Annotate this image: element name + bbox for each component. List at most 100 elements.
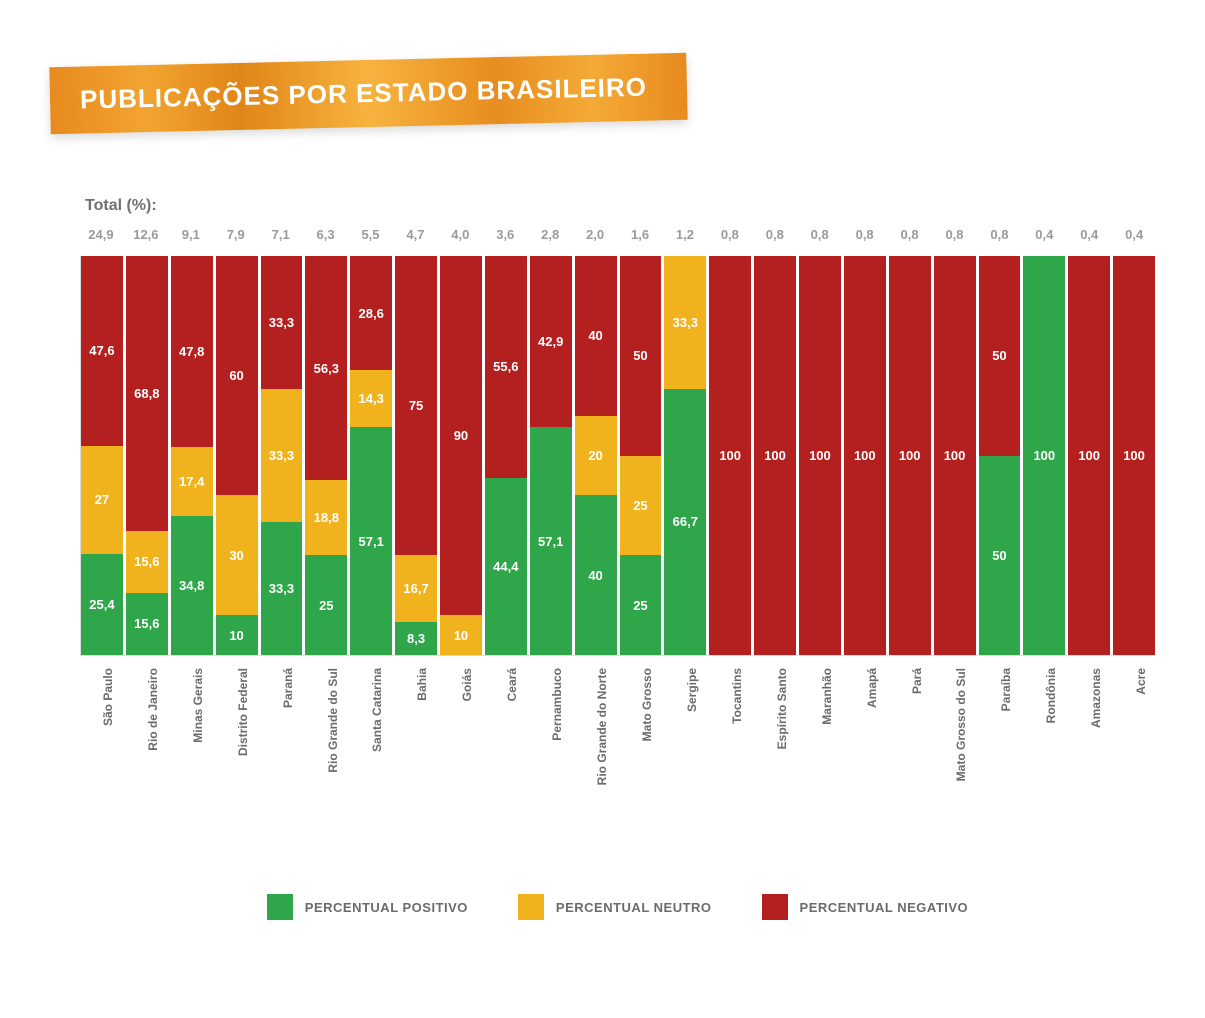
total-value: 9,1 bbox=[170, 227, 212, 242]
bar-segment-neutral: 10 bbox=[440, 615, 482, 655]
bar-segment-positive: 57,1 bbox=[530, 427, 572, 655]
state-label: Minas Gerais bbox=[170, 664, 212, 834]
state-label: Mato Grosso bbox=[619, 664, 661, 834]
state-label: Rio de Janeiro bbox=[125, 664, 167, 834]
bar-segment-neutral: 33,3 bbox=[261, 389, 303, 522]
total-value: 24,9 bbox=[80, 227, 122, 242]
bar-segment-neutral: 15,6 bbox=[126, 531, 168, 593]
state-label-text: Rio de Janeiro bbox=[146, 668, 160, 751]
state-label-text: Minas Gerais bbox=[191, 668, 205, 743]
stacked-bar: 100 bbox=[844, 256, 886, 655]
bar-column: 252550 bbox=[620, 256, 662, 655]
total-value: 0,8 bbox=[978, 227, 1020, 242]
bar-column: 100 bbox=[934, 256, 976, 655]
stacked-bar: 1090 bbox=[440, 256, 482, 655]
state-label: Amapá bbox=[844, 664, 886, 834]
bar-segment-neutral: 33,3 bbox=[664, 256, 706, 389]
bar-column: 100 bbox=[889, 256, 931, 655]
total-value: 0,4 bbox=[1113, 227, 1155, 242]
bar-segment-negative: 40 bbox=[575, 256, 617, 416]
bar-column: 100 bbox=[799, 256, 841, 655]
bar-segment-negative: 50 bbox=[620, 256, 662, 456]
bar-segment-negative: 55,6 bbox=[485, 256, 527, 478]
bar-segment-positive: 100 bbox=[1023, 256, 1065, 655]
bar-segment-negative: 75 bbox=[395, 256, 437, 555]
bar-column: 100 bbox=[844, 256, 886, 655]
state-label: Bahia bbox=[394, 664, 436, 834]
stacked-bar: 402040 bbox=[575, 256, 617, 655]
state-label: Paraná bbox=[260, 664, 302, 834]
legend-swatch-positive bbox=[267, 894, 293, 920]
legend-label-positive: PERCENTUAL POSITIVO bbox=[305, 900, 468, 915]
stacked-bar: 100 bbox=[799, 256, 841, 655]
bar-segment-neutral: 27 bbox=[81, 446, 123, 554]
state-label: Santa Catarina bbox=[350, 664, 392, 834]
state-label-text: Pernambuco bbox=[550, 668, 564, 741]
bar-column: 103060 bbox=[216, 256, 258, 655]
total-value: 0,4 bbox=[1023, 227, 1065, 242]
state-label-text: Tocantins bbox=[730, 668, 744, 724]
total-value: 0,8 bbox=[709, 227, 751, 242]
stacked-bar: 103060 bbox=[216, 256, 258, 655]
bars-row: 25,42747,615,615,668,834,817,447,8103060… bbox=[80, 256, 1155, 656]
bar-segment-positive: 10 bbox=[216, 615, 258, 655]
legend: PERCENTUAL POSITIVO PERCENTUAL NEUTRO PE… bbox=[80, 894, 1155, 920]
bar-column: 15,615,668,8 bbox=[126, 256, 168, 655]
state-label-text: Rio Grande do Sul bbox=[326, 668, 340, 773]
stacked-bar: 100 bbox=[1023, 256, 1065, 655]
bar-column: 8,316,775 bbox=[395, 256, 437, 655]
bar-segment-neutral: 18,8 bbox=[305, 480, 347, 555]
legend-swatch-negative bbox=[762, 894, 788, 920]
bar-column: 66,733,3 bbox=[664, 256, 706, 655]
stacked-bar: 44,455,6 bbox=[485, 256, 527, 655]
bar-column: 100 bbox=[1113, 256, 1155, 655]
bar-segment-negative: 47,8 bbox=[171, 256, 213, 447]
state-label-text: Sergipe bbox=[685, 668, 699, 712]
chart-title-banner: PUBLICAÇÕES POR ESTADO BRASILEIRO bbox=[49, 53, 687, 134]
bar-segment-negative: 56,3 bbox=[305, 256, 347, 480]
state-label-text: Espírito Santo bbox=[775, 668, 789, 749]
total-value: 0,4 bbox=[1068, 227, 1110, 242]
legend-label-neutral: PERCENTUAL NEUTRO bbox=[556, 900, 712, 915]
state-label: Mato Grosso do Sul bbox=[934, 664, 976, 834]
bar-segment-negative: 90 bbox=[440, 256, 482, 615]
state-label: Ceará bbox=[484, 664, 526, 834]
bar-segment-negative: 100 bbox=[889, 256, 931, 655]
bar-segment-positive: 25 bbox=[620, 555, 662, 655]
state-label-text: Goiás bbox=[460, 668, 474, 701]
total-value: 1,2 bbox=[664, 227, 706, 242]
bar-column: 57,114,328,6 bbox=[350, 256, 392, 655]
stacked-bar: 100 bbox=[889, 256, 931, 655]
bar-column: 1090 bbox=[440, 256, 482, 655]
state-label-text: Acre bbox=[1134, 668, 1148, 695]
bar-segment-negative: 33,3 bbox=[261, 256, 303, 389]
total-value: 4,0 bbox=[439, 227, 481, 242]
bar-segment-negative: 100 bbox=[709, 256, 751, 655]
state-label-text: Rondônia bbox=[1044, 668, 1058, 723]
bar-segment-positive: 40 bbox=[575, 495, 617, 655]
total-value: 0,8 bbox=[934, 227, 976, 242]
state-label-text: Amazonas bbox=[1089, 668, 1103, 728]
bar-column: 5050 bbox=[979, 256, 1021, 655]
bar-column: 100 bbox=[709, 256, 751, 655]
state-label-text: Maranhão bbox=[820, 668, 834, 725]
legend-item-positive: PERCENTUAL POSITIVO bbox=[267, 894, 468, 920]
state-label: Amazonas bbox=[1068, 664, 1110, 834]
state-label: Pará bbox=[889, 664, 931, 834]
bar-segment-neutral: 30 bbox=[216, 495, 258, 615]
total-value: 7,1 bbox=[260, 227, 302, 242]
state-label-text: Bahia bbox=[415, 668, 429, 701]
state-labels-row: São PauloRio de JaneiroMinas GeraisDistr… bbox=[80, 664, 1155, 834]
state-label-text: Paraíba bbox=[999, 668, 1013, 711]
state-label: Tocantins bbox=[709, 664, 751, 834]
bar-segment-neutral: 17,4 bbox=[171, 447, 213, 516]
total-value: 6,3 bbox=[305, 227, 347, 242]
bar-segment-negative: 47,6 bbox=[81, 256, 123, 446]
legend-swatch-neutral bbox=[518, 894, 544, 920]
state-label-text: Amapá bbox=[865, 668, 879, 708]
stacked-bar: 100 bbox=[1113, 256, 1155, 655]
state-label: Goiás bbox=[439, 664, 481, 834]
bar-segment-positive: 57,1 bbox=[350, 427, 392, 655]
bar-segment-neutral: 16,7 bbox=[395, 555, 437, 622]
bar-segment-positive: 33,3 bbox=[261, 522, 303, 655]
